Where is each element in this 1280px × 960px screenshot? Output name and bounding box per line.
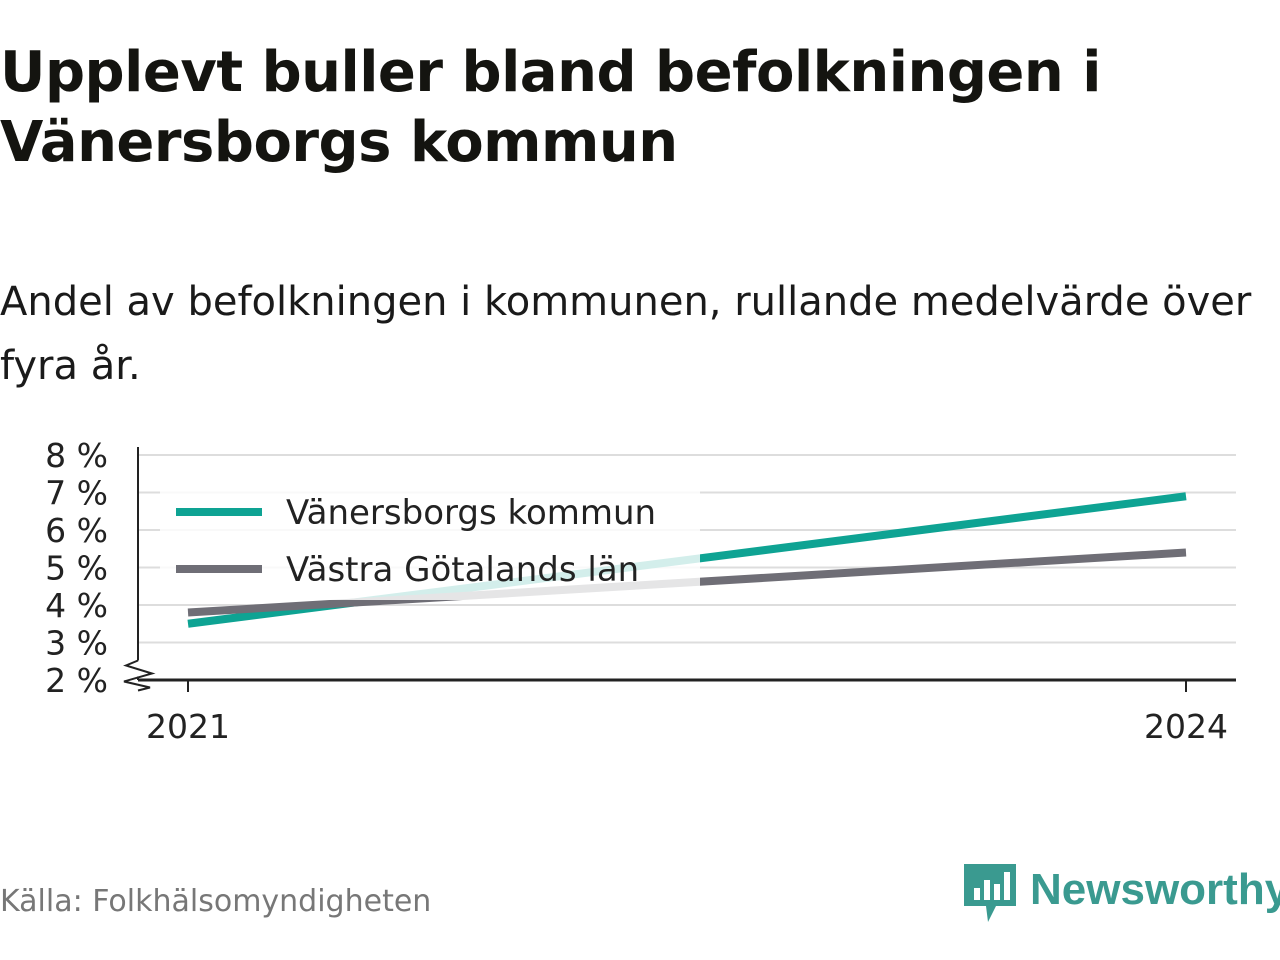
x-tick-label: 2021 xyxy=(146,707,230,746)
y-tick-label: 6 % xyxy=(45,511,108,550)
legend-label-1: Västra Götalands län xyxy=(286,550,639,590)
source-note: Källa: Folkhälsomyndigheten xyxy=(0,884,432,919)
y-tick-label: 8 % xyxy=(45,436,108,475)
axis-break-icon xyxy=(123,659,156,692)
chart-subtitle: Andel av befolkningen i kommunen, rullan… xyxy=(0,279,1252,389)
chart-title: Upplevt buller bland befolkningen i Väne… xyxy=(0,40,1101,175)
line-chart: Vänersborgs kommun Västra Götalands län 2… xyxy=(45,436,1236,746)
y-tick-label: 3 % xyxy=(45,624,108,663)
x-tick-labels: 2021 2024 xyxy=(146,680,1228,746)
x-tick-label: 2024 xyxy=(1144,707,1228,746)
axes xyxy=(123,447,1236,692)
legend-label-0: Vänersborgs kommun xyxy=(286,493,656,533)
y-tick-label: 7 % xyxy=(45,474,108,513)
brand-name: Newsworthy xyxy=(1030,865,1280,914)
y-tick-label: 2 % xyxy=(45,661,108,700)
y-tick-labels: 2 %3 %4 %5 %6 %7 %8 % xyxy=(45,436,108,700)
brand-logo: Newsworthy xyxy=(962,862,1280,932)
y-tick-label: 5 % xyxy=(45,549,108,588)
legend: Vänersborgs kommun Västra Götalands län xyxy=(160,488,700,600)
y-tick-label: 4 % xyxy=(45,586,108,625)
legend-background xyxy=(160,488,700,600)
bar-chart-speech-bubble-icon xyxy=(964,864,1016,922)
